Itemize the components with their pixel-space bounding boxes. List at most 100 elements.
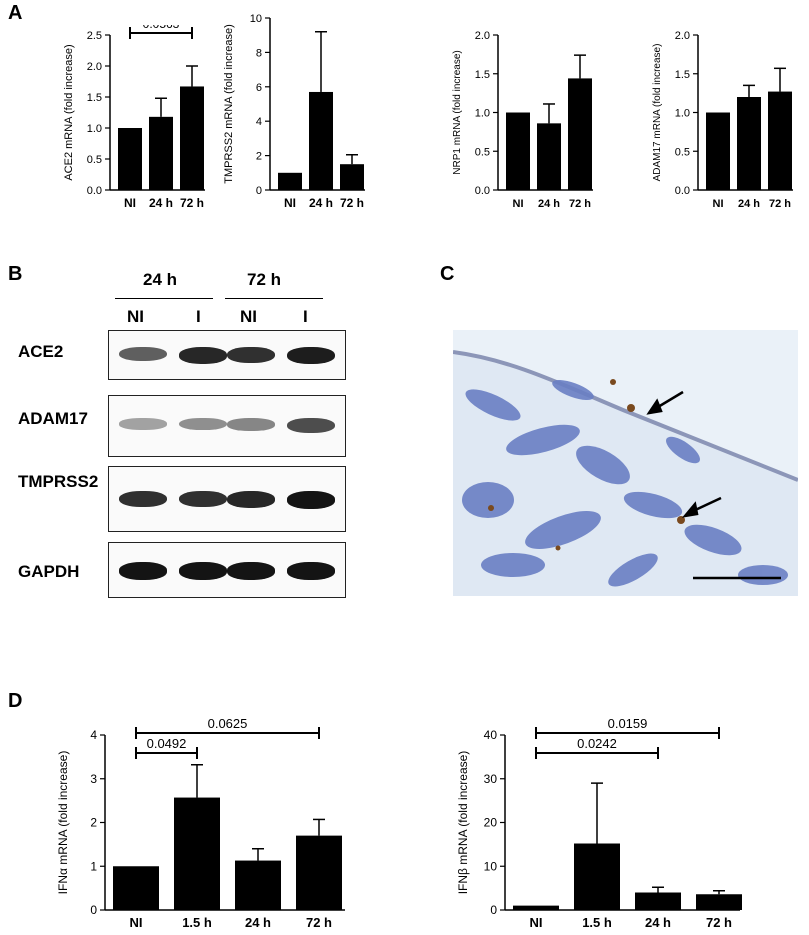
blot-band xyxy=(179,347,227,364)
bar xyxy=(118,128,142,190)
y-axis-label: ADAM17 mRNA (fold increase) xyxy=(652,44,663,182)
x-tick-label: NI xyxy=(513,198,524,210)
y-tick-label: 10 xyxy=(250,13,262,25)
blot-header-line-24h xyxy=(115,298,213,299)
bar xyxy=(296,835,342,910)
y-tick-label: 2.0 xyxy=(475,30,490,42)
p-value-label: 0.0242 xyxy=(577,736,617,751)
blot-label-tmprss2: TMPRSS2 xyxy=(18,472,99,491)
x-tick-label: 24 h xyxy=(645,915,671,930)
bar xyxy=(537,123,561,190)
blot-header-line-72h xyxy=(225,298,323,299)
blot-band xyxy=(179,418,227,431)
y-tick-label: 8 xyxy=(256,47,262,59)
bar xyxy=(568,78,592,190)
lane-label: I xyxy=(303,307,308,326)
x-tick-label: 1.5 h xyxy=(182,915,212,930)
y-tick-label: 1 xyxy=(90,859,97,873)
y-tick-label: 0.5 xyxy=(475,146,490,158)
bar xyxy=(309,91,333,190)
adam17-chart: 0.0 0.5 1.0 1.5 2.0 NI 24 h 72 h ADAM17 mRNA (fo… xyxy=(652,30,793,210)
ifnb-chart: 0 10 20 30 40 NI 1.5 h 24 h 72 h IFNβ mRNA (fold … xyxy=(456,716,742,930)
y-tick-label: 0 xyxy=(90,903,97,917)
y-axis-label: IFNβ mRNA (fold increase) xyxy=(456,751,470,895)
bar xyxy=(635,892,681,910)
bar xyxy=(506,112,530,190)
blot-band xyxy=(179,491,227,508)
panel-label-c: C xyxy=(440,263,455,285)
y-tick-label: 10 xyxy=(484,859,498,873)
y-tick-label: 2.5 xyxy=(87,30,102,42)
nrp1-chart: 0.0 0.5 1.0 1.5 2.0 NI 24 h 72 h NRP1 mRNA (fold… xyxy=(452,30,593,210)
y-tick-label: 2.0 xyxy=(675,30,690,42)
bar xyxy=(574,843,620,910)
y-axis-label: IFNα mRNA (fold increase) xyxy=(56,751,70,895)
blot-label-ace2: ACE2 xyxy=(18,342,64,361)
bar xyxy=(706,112,730,190)
y-tick-label: 0.0 xyxy=(87,185,102,197)
histology-micrograph xyxy=(453,330,798,596)
x-tick-label: 72 h xyxy=(340,196,364,210)
x-tick-label: NI xyxy=(530,915,543,930)
blot-label-gapdh: GAPDH xyxy=(18,562,80,581)
blot-band xyxy=(119,562,167,580)
y-tick-label: 4 xyxy=(256,116,262,128)
y-tick-label: 2 xyxy=(256,151,262,163)
bar xyxy=(768,91,792,190)
panel-label-d: D xyxy=(8,690,23,712)
y-tick-label: 0 xyxy=(490,903,497,917)
p-value-label: 0.0563 xyxy=(143,25,180,31)
p-value-label: 0.0492 xyxy=(147,736,187,751)
p-value-label: 0.0159 xyxy=(608,716,648,731)
lane-label: NI xyxy=(240,307,257,326)
lane-label: NI xyxy=(127,307,144,326)
bar xyxy=(180,86,204,190)
y-tick-label: 3 xyxy=(90,772,97,786)
y-tick-label: 0.0 xyxy=(675,185,690,197)
blot-band xyxy=(227,418,275,431)
x-tick-label: 72 h xyxy=(306,915,332,930)
blot-band xyxy=(119,347,167,362)
blot-band xyxy=(287,562,335,580)
x-tick-label: NI xyxy=(284,196,296,210)
blot-band xyxy=(287,418,335,434)
bar xyxy=(340,164,364,190)
y-tick-label: 40 xyxy=(484,728,498,742)
blot-label-adam17: ADAM17 xyxy=(18,409,88,428)
bar xyxy=(737,97,761,190)
blot-band xyxy=(227,562,275,580)
bar xyxy=(696,894,742,910)
y-tick-label: 1.0 xyxy=(675,108,690,120)
ace2-chart: 0.0 0.5 1.0 1.5 2.0 2.5 NI 24 h 72 h ACE2 mRNA (f… xyxy=(63,25,205,210)
micrograph-image xyxy=(453,350,798,596)
blot-band xyxy=(179,562,227,580)
bar xyxy=(174,797,220,910)
blot-band xyxy=(287,491,335,509)
y-tick-label: 6 xyxy=(256,82,262,94)
blot-strip-gapdh xyxy=(108,542,346,598)
blot-header-24h: 24 h xyxy=(143,270,178,289)
y-tick-label: 1.5 xyxy=(475,69,490,81)
y-tick-label: 2 xyxy=(90,816,97,830)
x-tick-label: NI xyxy=(130,915,143,930)
x-tick-label: 72 h xyxy=(569,198,591,210)
x-tick-label: 24 h xyxy=(245,915,271,930)
y-tick-label: 0 xyxy=(256,185,262,197)
y-tick-label: 1.0 xyxy=(87,123,102,135)
y-axis-label: ACE2 mRNA (fold increase) xyxy=(63,44,75,180)
tmprss2-chart: 0 2 4 6 8 10 NI 24 h 72 h TMPRSS2 mRNA (fold incr… xyxy=(223,13,365,210)
x-tick-label: 24 h xyxy=(538,198,560,210)
y-axis-label: NRP1 mRNA (fold increase) xyxy=(452,50,463,174)
blot-strip-ace2 xyxy=(108,330,346,380)
y-tick-label: 1.5 xyxy=(675,69,690,81)
blot-strip-tmprss2 xyxy=(108,466,346,532)
y-tick-label: 0.5 xyxy=(87,154,102,166)
blot-strip-adam17 xyxy=(108,395,346,457)
bar xyxy=(113,866,159,910)
blot-header-72h: 72 h xyxy=(247,270,282,289)
panel-label-b: B xyxy=(8,263,23,285)
ifna-chart: 0 1 2 3 4 NI 1.5 h 24 h 72 h IFNα mRNA (fold incr… xyxy=(56,716,345,930)
blot-band xyxy=(227,491,275,508)
x-tick-label: 1.5 h xyxy=(582,915,612,930)
y-axis-label: TMPRSS2 mRNA (fold increase) xyxy=(223,24,235,184)
